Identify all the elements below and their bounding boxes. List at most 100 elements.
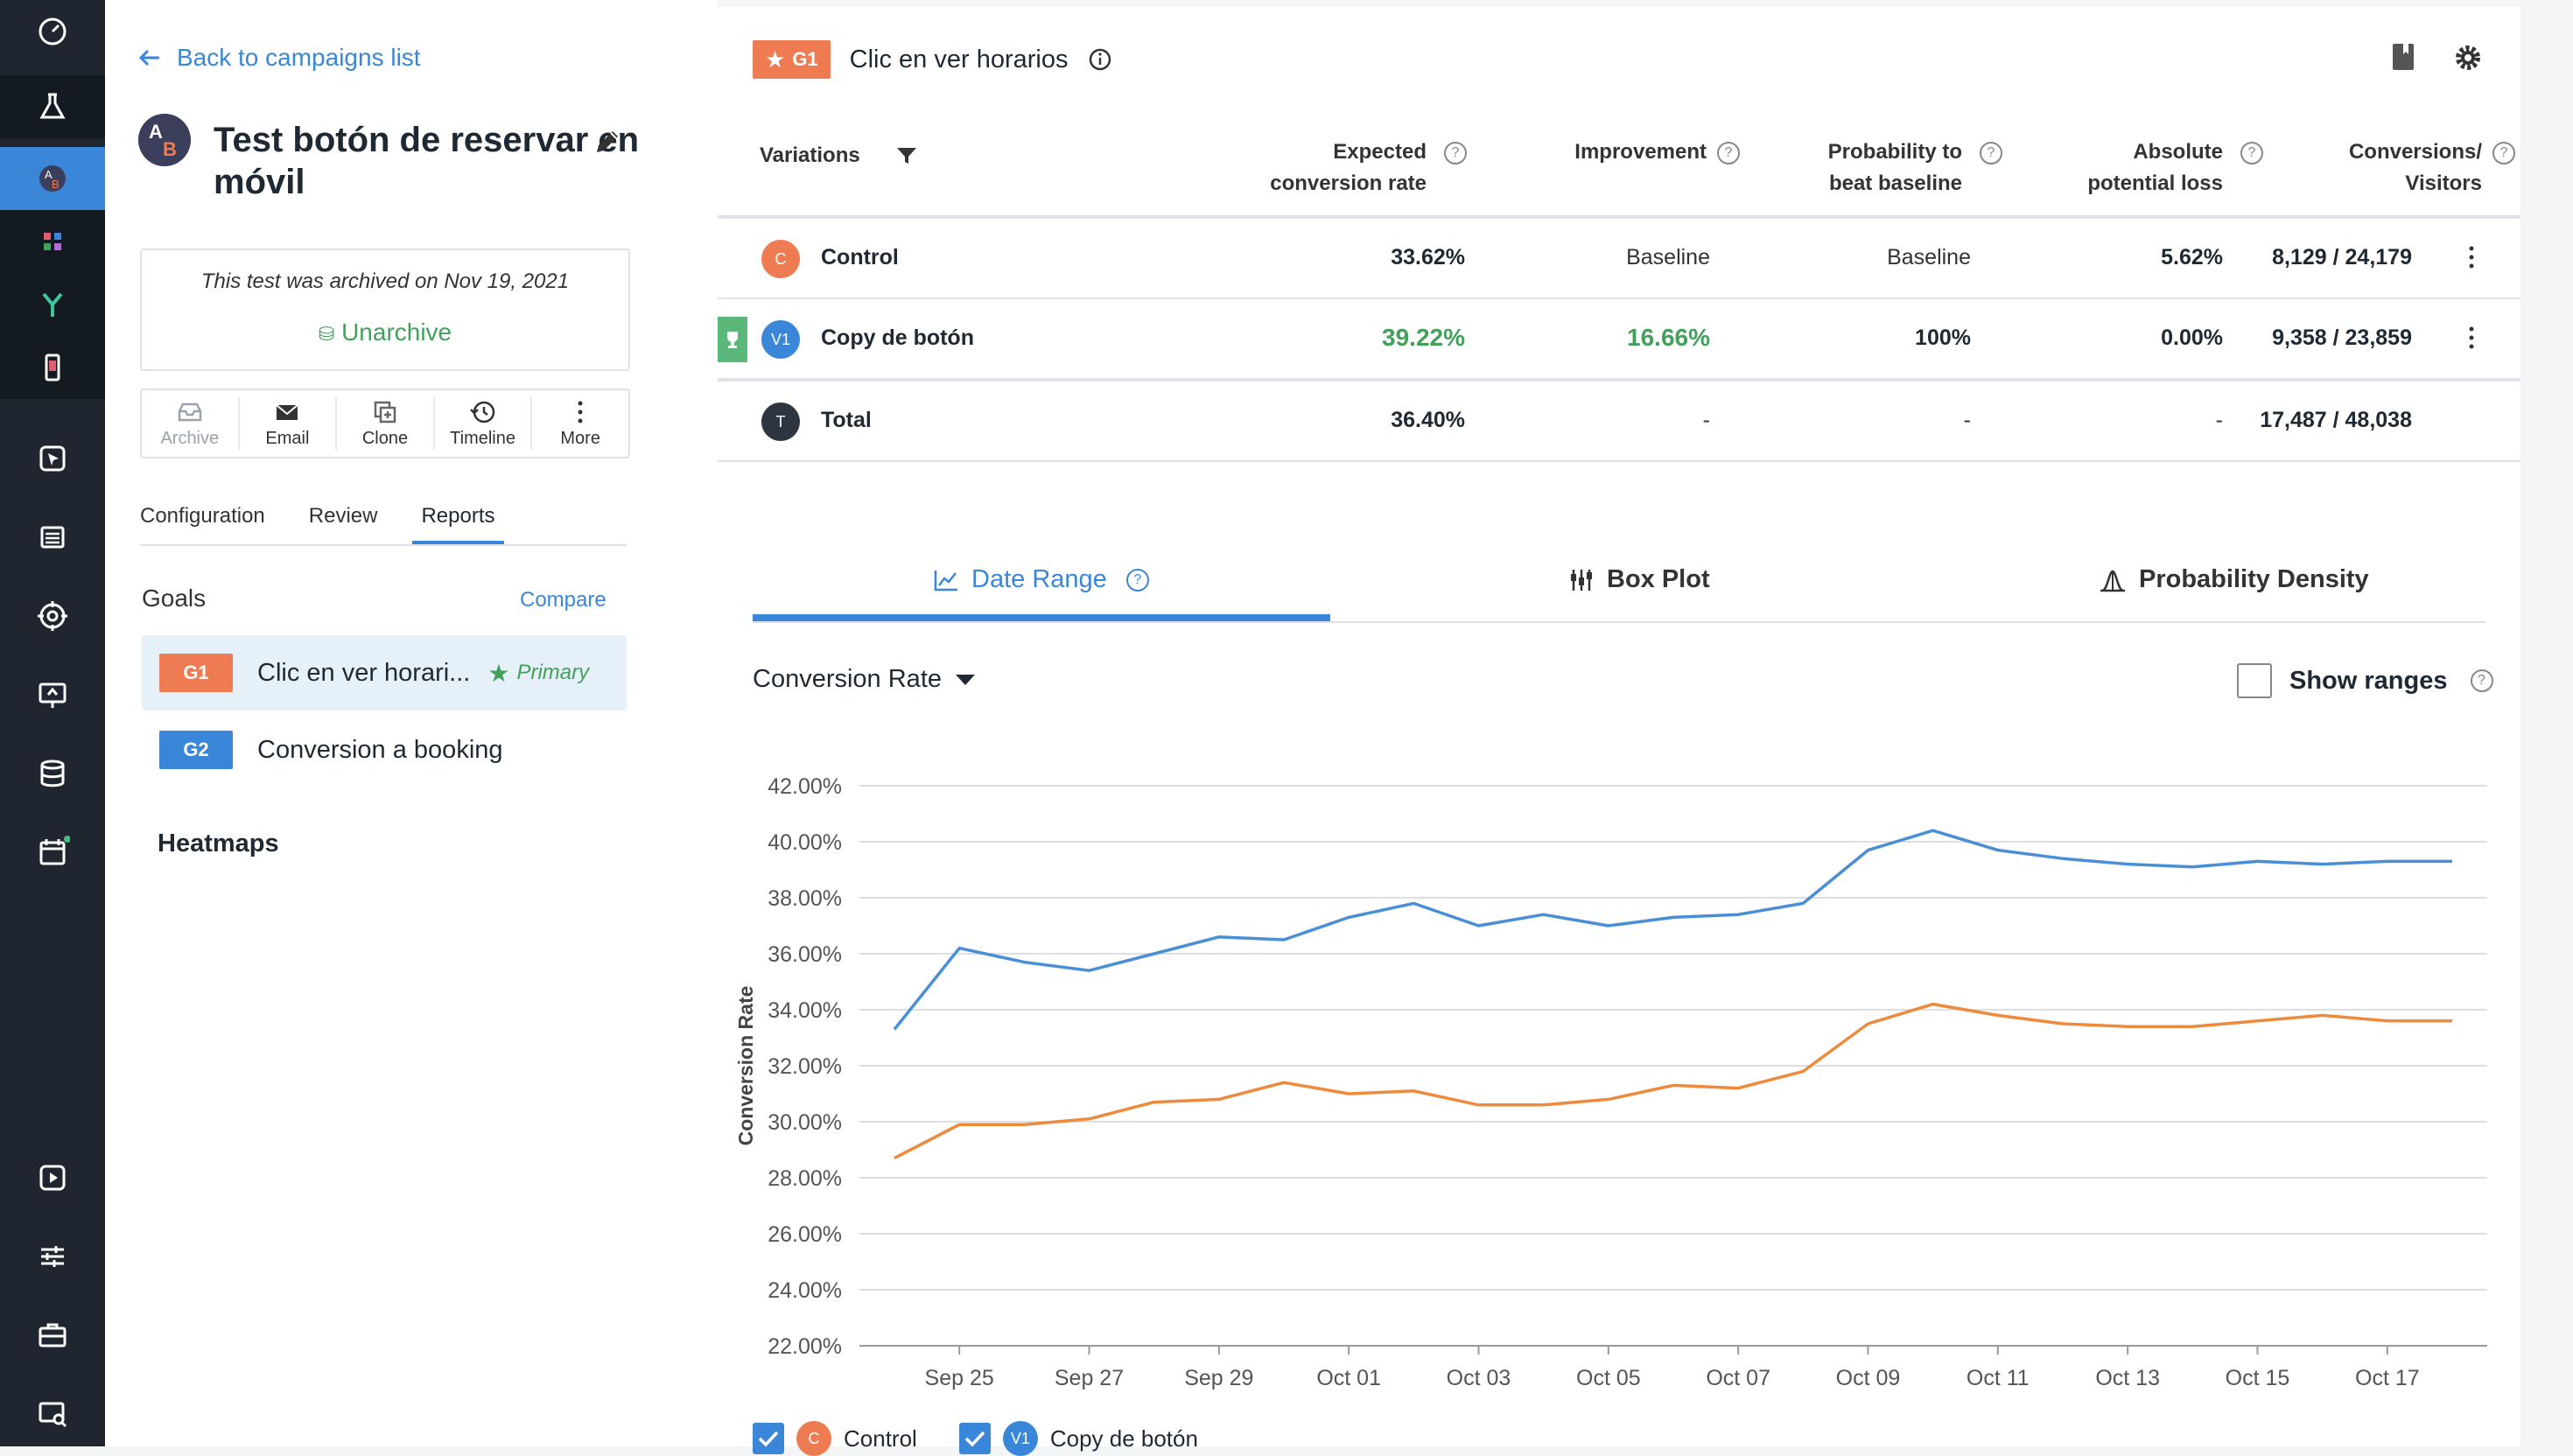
archived-notice: This test was archived on Nov 19, 2021 ⛁… xyxy=(140,248,630,371)
variation-name: Total xyxy=(821,408,872,432)
x-tick-label: Oct 09 xyxy=(1836,1366,1901,1390)
tab-date-range[interactable]: Date Range ? xyxy=(933,565,1149,594)
show-ranges-label: Show ranges xyxy=(2289,666,2448,695)
metric-dropdown[interactable]: Conversion Rate xyxy=(753,665,977,694)
help-icon[interactable]: ? xyxy=(1444,142,1467,164)
more-label: More xyxy=(560,428,600,448)
legend-item-variant[interactable]: V1 Copy de botón xyxy=(958,1421,1198,1456)
help-icon[interactable]: ? xyxy=(1125,568,1149,592)
mobile-icon[interactable] xyxy=(0,336,105,399)
x-tick-label: Oct 11 xyxy=(1967,1366,2030,1390)
clone-button[interactable]: Clone xyxy=(337,397,435,450)
timeline-label: Timeline xyxy=(450,428,515,448)
expected-rate-header: Expected conversion rate ? xyxy=(1103,136,1467,200)
improvement-value: 16.66% xyxy=(1627,324,1710,351)
show-ranges-checkbox[interactable] xyxy=(2237,663,2272,698)
y-tick-label: 40.00% xyxy=(768,830,842,855)
unarchive-label: Unarchive xyxy=(341,318,452,346)
help-icon[interactable]: ? xyxy=(1717,141,1740,164)
conv-header-line2: Visitors xyxy=(2405,172,2482,195)
expected-header-line1: Expected xyxy=(1333,140,1427,164)
loss-header-line1: Absolute xyxy=(2133,140,2223,164)
flask-icon[interactable] xyxy=(0,75,105,138)
sliders-icon[interactable] xyxy=(0,1225,105,1288)
x-tick-label: Sep 29 xyxy=(1184,1366,1253,1390)
compare-link[interactable]: Compare xyxy=(520,588,606,612)
y-tick-label: 28.00% xyxy=(768,1166,842,1191)
goal-item-g2[interactable]: G2 Conversion a booking xyxy=(142,712,627,788)
timeline-button[interactable]: Timeline xyxy=(435,397,533,450)
help-icon[interactable]: ? xyxy=(2240,142,2263,164)
filter-icon[interactable] xyxy=(895,145,918,166)
help-icon[interactable]: ? xyxy=(2470,669,2493,692)
star-icon: ★ xyxy=(765,46,786,73)
help-icon[interactable]: ? xyxy=(1980,142,2002,164)
tab-box-plot[interactable]: Box Plot xyxy=(1568,565,1710,594)
y-tick-label: 30.00% xyxy=(768,1110,842,1135)
variations-header: Variations xyxy=(760,140,918,172)
row-divider xyxy=(718,378,2520,382)
loss-header: Absolute potential loss ? xyxy=(1995,136,2263,200)
table-row: V1 Copy de botón 39.22% 16.66% 100% 0.00… xyxy=(718,299,2520,378)
help-icon[interactable]: ? xyxy=(2492,142,2515,164)
briefcase-icon[interactable] xyxy=(0,1304,105,1367)
list-icon[interactable] xyxy=(0,506,105,569)
tab-probability-density[interactable]: Probability Density xyxy=(2099,565,2369,594)
legend-item-control[interactable]: C Control xyxy=(753,1421,917,1456)
more-button[interactable]: More xyxy=(532,397,628,450)
screen-search-icon[interactable] xyxy=(0,1382,105,1446)
info-icon[interactable] xyxy=(1088,47,1112,72)
clone-label: Clone xyxy=(361,428,409,448)
target-icon[interactable] xyxy=(0,584,105,648)
check-icon[interactable] xyxy=(753,1423,784,1454)
calendar-icon[interactable] xyxy=(0,821,105,884)
loss-value: 0.00% xyxy=(2161,326,2223,350)
primary-marker: ★ Primary xyxy=(487,659,589,688)
tab-review[interactable]: Review xyxy=(308,504,378,528)
clone-icon xyxy=(374,401,396,423)
database-icon[interactable] xyxy=(0,742,105,805)
unarchive-button[interactable]: ⛁ Unarchive xyxy=(142,318,628,346)
conversions-value: 9,358 / 23,859 xyxy=(2272,326,2412,350)
gear-icon[interactable] xyxy=(2452,42,2484,78)
probability-value: 100% xyxy=(1915,326,1971,350)
x-tick-label: Oct 07 xyxy=(1706,1366,1770,1390)
pencil-icon[interactable] xyxy=(592,126,623,158)
screen-icon[interactable] xyxy=(0,663,105,726)
archive-button[interactable]: Archive xyxy=(142,397,240,450)
check-icon[interactable] xyxy=(958,1423,991,1454)
more-vertical-icon xyxy=(578,401,583,423)
x-tick-label: Oct 01 xyxy=(1316,1366,1381,1390)
campaign-title: Test botón de reservar en móvil xyxy=(214,121,640,201)
conversions-value: 8,129 / 24,179 xyxy=(2272,245,2412,270)
email-button[interactable]: Email xyxy=(240,397,338,450)
dashboard-icon[interactable] xyxy=(0,0,105,63)
archived-text: This test was archived on Nov 19, 2021 xyxy=(200,270,570,293)
heatmaps-link[interactable]: Heatmaps xyxy=(158,830,279,858)
back-to-campaigns-link[interactable]: Back to campaigns list xyxy=(138,44,421,72)
archive-label: Archive xyxy=(160,428,220,448)
variation-badge: T xyxy=(761,402,800,441)
tab-configuration[interactable]: Configuration xyxy=(140,504,265,528)
goal-badge: G2 xyxy=(159,731,233,769)
tab-reports[interactable]: Reports xyxy=(412,504,504,544)
loss-value: - xyxy=(2215,408,2223,432)
funnel-icon[interactable] xyxy=(0,273,105,336)
apps-icon[interactable] xyxy=(0,210,105,273)
x-tick-label: Oct 17 xyxy=(2355,1366,2420,1390)
goal-badge: G1 xyxy=(159,654,233,692)
bookmark-icon[interactable] xyxy=(2389,42,2417,76)
probability-value: - xyxy=(1963,408,1971,432)
email-label: Email xyxy=(265,428,310,448)
more-vertical-icon[interactable] xyxy=(2463,320,2480,355)
cursor-icon[interactable] xyxy=(0,427,105,490)
series-line-control xyxy=(894,1002,2452,1160)
y-tick-label: 42.00% xyxy=(768,774,842,799)
goal-item-g1[interactable]: G1 Clic en ver horari... ★ Primary xyxy=(142,635,627,710)
more-vertical-icon[interactable] xyxy=(2463,240,2480,275)
conv-header-line1: Conversions/ xyxy=(2348,140,2482,164)
expected-header-line2: conversion rate xyxy=(1270,172,1427,195)
play-icon[interactable] xyxy=(0,1146,105,1209)
